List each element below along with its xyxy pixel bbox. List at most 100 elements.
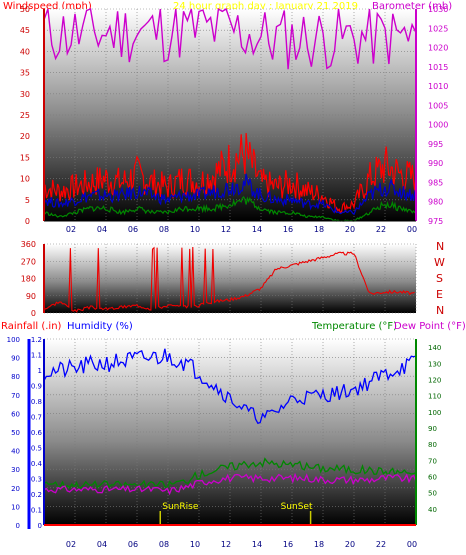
tick-hour-top: 20 (345, 225, 355, 234)
compass-e: E (436, 288, 443, 301)
tick-windspeed: 0 (25, 217, 30, 226)
rainfall-axis-title: Rainfall (.in) (1, 321, 62, 332)
tick-windspeed: 45 (20, 26, 30, 35)
tick-temperature: 70 (428, 457, 437, 465)
tick-barometer: 975 (428, 217, 443, 226)
tick-hour-bottom: 12 (221, 540, 231, 549)
tick-barometer: 1015 (428, 63, 448, 72)
tick-hour-top: 12 (221, 225, 231, 234)
series-temperature-line (43, 457, 417, 490)
tick-temperature: 60 (428, 473, 437, 481)
tick-rainfall: 0.8 (31, 398, 42, 406)
tick-hour-bottom: 10 (190, 540, 200, 549)
tick-windspeed: 5 (25, 196, 30, 205)
tick-hour-bottom: 14 (252, 540, 262, 549)
tick-direction: 180 (21, 275, 36, 284)
tick-hour-top: 06 (128, 225, 138, 234)
tick-hour-bottom: 20 (345, 540, 355, 549)
tick-barometer: 980 (428, 198, 443, 207)
temperature-axis-title: Temperature (°F) (312, 321, 398, 332)
series-average-line (43, 173, 417, 216)
tick-temperature: 50 (428, 490, 437, 498)
tick-hour-top: 00 (407, 225, 417, 234)
graph-date-title: 24 hour graph day : January 21 2019 (173, 1, 358, 12)
tick-temperature: 100 (428, 409, 441, 417)
tick-barometer: 1000 (428, 121, 448, 130)
tick-rainfall: 0.5 (31, 445, 42, 453)
humidity-axis-title: Humidity (%) (67, 321, 133, 332)
tick-hour-top: 08 (159, 225, 169, 234)
tick-hour-top: 22 (376, 225, 386, 234)
tick-hour-top: 04 (97, 225, 107, 234)
series-direction-line (43, 246, 415, 313)
tick-rainfall: 0.9 (31, 383, 42, 391)
tick-humidity: 40 (11, 448, 20, 456)
tick-windspeed: 15 (20, 153, 30, 162)
tick-direction: 90 (26, 292, 36, 301)
tick-humidity: 70 (11, 392, 20, 400)
tick-humidity: 0 (16, 522, 20, 530)
tick-rainfall: 1.2 (31, 336, 42, 344)
tick-barometer: 1005 (428, 101, 448, 110)
tick-humidity: 10 (11, 503, 20, 511)
tick-humidity: 80 (11, 373, 20, 381)
tick-hour-top: 02 (66, 225, 76, 234)
tick-temperature: 80 (428, 441, 437, 449)
tick-barometer: 1020 (428, 44, 448, 53)
tick-barometer: 1030 (428, 5, 448, 14)
tick-barometer: 1025 (428, 24, 448, 33)
tick-hour-bottom: 16 (283, 540, 293, 549)
tick-barometer: 990 (428, 159, 443, 168)
tick-hour-bottom: 02 (66, 540, 76, 549)
tick-rainfall: 0.2 (31, 491, 42, 499)
tick-hour-top: 10 (190, 225, 200, 234)
series-windspeed-line (43, 133, 417, 214)
tick-hour-bottom: 18 (314, 540, 324, 549)
tick-windspeed: 30 (20, 90, 30, 99)
tick-windspeed: 50 (20, 5, 30, 14)
tick-rainfall: 1.1 (31, 352, 42, 360)
tick-temperature: 90 (428, 425, 437, 433)
tick-hour-top: 18 (314, 225, 324, 234)
tick-windspeed: 10 (20, 175, 30, 184)
tick-hour-bottom: 00 (407, 540, 417, 549)
tick-humidity: 100 (7, 336, 20, 344)
series-barometer-line (43, 7, 417, 70)
tick-direction: 270 (21, 257, 36, 266)
tick-barometer: 985 (428, 178, 443, 187)
tick-windspeed: 25 (20, 111, 30, 120)
barometer-axis-title: Barometer (mb) (372, 1, 453, 12)
tick-rainfall: 0.4 (31, 460, 43, 468)
tick-hour-top: 14 (252, 225, 262, 234)
tick-rainfall: 0 (38, 522, 42, 530)
compass-w: W (434, 256, 445, 269)
tick-windspeed: 40 (20, 47, 30, 56)
tick-rainfall: 0.3 (31, 476, 42, 484)
tick-rainfall: 1 (38, 367, 42, 375)
windspeed-axis-title: Windspeed (mph) (3, 1, 92, 12)
series-dew-point-line (43, 472, 417, 496)
tick-windspeed: 20 (20, 132, 30, 141)
sunset-label: SunSet (281, 502, 313, 512)
tick-humidity: 30 (11, 466, 20, 474)
tick-rainfall: 0.7 (31, 414, 42, 422)
tick-temperature: 140 (428, 344, 441, 352)
tick-humidity: 90 (11, 355, 20, 363)
tick-rainfall: 0.6 (31, 429, 43, 437)
tick-hour-bottom: 04 (97, 540, 107, 549)
tick-barometer: 1010 (428, 82, 448, 91)
tick-temperature: 110 (428, 393, 441, 401)
tick-direction: 0 (31, 309, 36, 318)
tick-humidity: 50 (11, 429, 20, 437)
tick-hour-bottom: 06 (128, 540, 138, 549)
sunrise-label: SunRise (162, 502, 199, 512)
tick-windspeed: 35 (20, 69, 30, 78)
tick-temperature: 40 (428, 506, 437, 514)
tick-hour-bottom: 08 (159, 540, 169, 549)
tick-direction: 360 (21, 240, 36, 249)
tick-barometer: 995 (428, 140, 443, 149)
tick-humidity: 60 (11, 410, 20, 418)
tick-hour-top: 16 (283, 225, 293, 234)
